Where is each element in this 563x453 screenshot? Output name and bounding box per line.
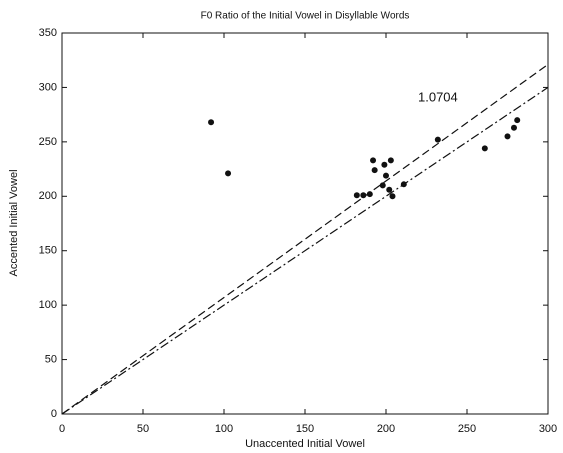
point [434,136,441,143]
point [360,192,367,199]
y-axis-label: Accented Initial Vowel [8,169,20,276]
point [371,167,378,174]
point [386,186,393,193]
y-tick-label: 300 [39,81,57,93]
y-tick-label: 50 [45,353,57,365]
x-tick-label: 50 [137,423,149,435]
point [353,192,360,199]
point [400,181,407,188]
point [381,161,388,168]
point [208,119,215,126]
x-tick-label: 100 [215,423,233,435]
y-tick-label: 0 [51,408,57,420]
point [389,193,396,200]
y-tick-label: 250 [39,136,57,148]
y-tick-label: 350 [39,27,57,39]
point [510,124,517,131]
x-tick-label: 200 [377,423,395,435]
x-tick-label: 0 [59,423,65,435]
point [370,157,377,164]
point [379,182,386,189]
x-tick-label: 150 [296,423,314,435]
x-tick-label: 300 [539,423,557,435]
y-tick-label: 200 [39,190,57,202]
line-annotation: 1.0704 [418,89,458,104]
point [225,170,232,177]
y-tick-label: 100 [39,299,57,311]
point [366,191,373,198]
point [383,172,389,179]
y-tick-label: 150 [39,245,57,257]
point [514,117,521,124]
x-axis-label: Unaccented Initial Vowel [245,438,365,450]
point [504,133,511,140]
fit-line [61,63,549,415]
plot-frame [61,32,549,415]
fit-line [61,86,549,415]
point [481,145,488,152]
x-tick-label: 250 [458,423,476,435]
chart-title: F0 Ratio of the Initial Vowel in Disylla… [201,11,410,22]
point [387,157,394,164]
